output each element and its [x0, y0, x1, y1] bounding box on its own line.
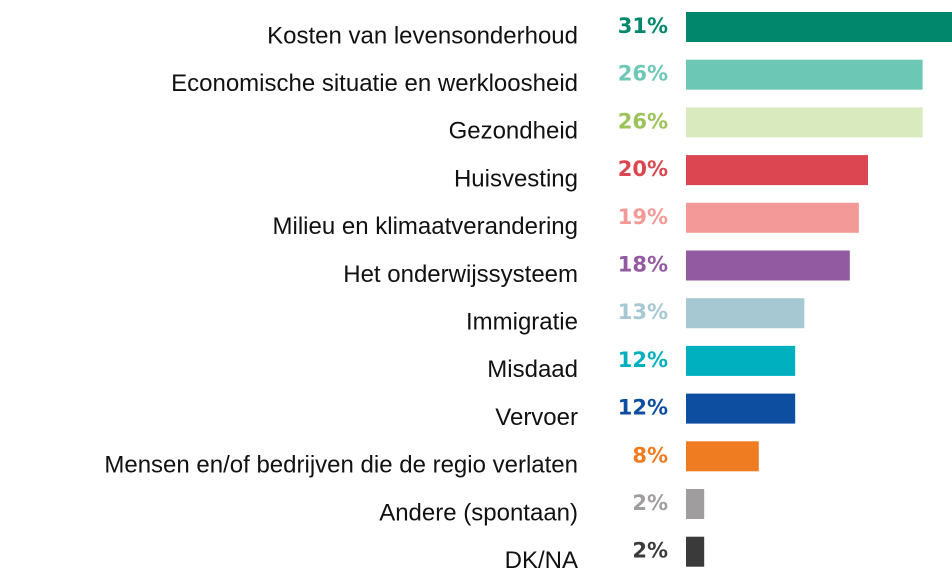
bar [686, 202, 859, 233]
value-label: 2% [632, 539, 668, 563]
bar [686, 250, 850, 281]
value-label: 26% [618, 109, 668, 133]
category-label: Het onderwijssysteem [343, 261, 578, 288]
bar [686, 393, 796, 424]
category-label: Economische situatie en werkloosheid [171, 70, 578, 97]
bar [686, 536, 705, 567]
category-label: Milieu en klimaatverandering [273, 213, 578, 240]
bar [686, 107, 923, 138]
value-label: 12% [618, 396, 668, 420]
bar [686, 155, 868, 186]
bar [686, 441, 759, 472]
value-label: 2% [632, 491, 668, 515]
bar [686, 345, 796, 376]
category-label: Kosten van levensonderhoud [267, 22, 578, 49]
value-label: 18% [618, 253, 668, 277]
bar [686, 12, 952, 42]
category-label: Huisvesting [454, 165, 578, 192]
value-label: 13% [618, 300, 668, 324]
category-label: Vervoer [495, 404, 578, 431]
category-label: DK/NA [505, 547, 578, 569]
bar [686, 298, 805, 329]
value-label: 19% [618, 205, 668, 229]
value-label: 31% [618, 14, 668, 38]
value-label: 8% [632, 443, 668, 467]
category-label: Andere (spontaan) [379, 499, 578, 526]
category-label: Mensen en/of bedrijven die de regio verl… [104, 452, 578, 479]
value-label: 26% [618, 62, 668, 86]
category-label: Gezondheid [449, 118, 578, 145]
bar [686, 489, 705, 519]
category-label: Immigratie [466, 309, 578, 336]
bar [686, 59, 923, 90]
value-label: 20% [618, 157, 668, 181]
category-label: Misdaad [487, 356, 578, 383]
value-label: 12% [618, 348, 668, 372]
